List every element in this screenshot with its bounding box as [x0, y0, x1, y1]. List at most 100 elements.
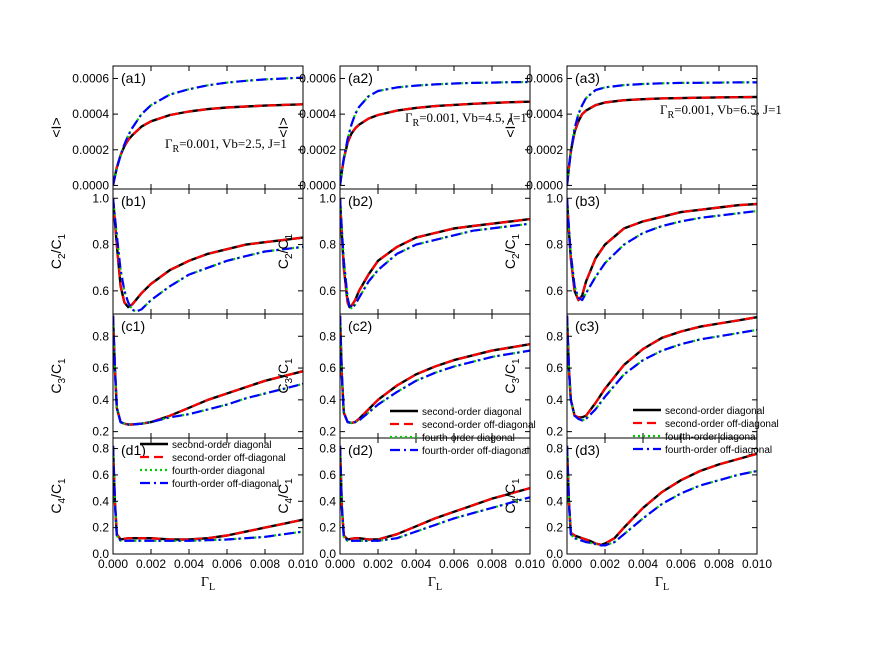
series-line-second-order-off-diagonal: [567, 445, 757, 546]
series-line-fourth-order-off-diagonal: [340, 198, 530, 310]
y-tick-label: 0.8: [546, 442, 563, 456]
series-line-second-order-off-diagonal: [567, 198, 757, 302]
x-tick-label: 0.006: [212, 557, 242, 571]
x-axis-label: ΓL: [428, 575, 442, 593]
x-tick-label: 0.004: [174, 557, 204, 571]
x-tick-label: 0.008: [704, 557, 734, 571]
legend: second-order diagonal second-order off-di…: [390, 407, 536, 457]
y-tick-label: 0.4: [319, 393, 336, 407]
series-line-fourth-order-off-diagonal: [113, 315, 303, 426]
plot-frame: [566, 437, 758, 555]
legend-label: second-order diagonal: [422, 407, 522, 418]
y-tick-label: 0.0004: [72, 107, 109, 121]
panel-label: (b3): [575, 193, 600, 209]
panel-label: (a3): [575, 70, 600, 86]
x-tick-label: 0.008: [250, 557, 280, 571]
y-tick-label: 0.0004: [526, 107, 563, 121]
panel-label: (a1): [121, 70, 146, 86]
x-tick-label: 0.006: [666, 557, 696, 571]
parameter-annotation: ΓR=0.001, Vb=4.5, J=1: [405, 110, 527, 129]
y-tick-label: 0.0: [546, 547, 563, 561]
panel-label: (b2): [348, 193, 373, 209]
panel-label: (d3): [575, 442, 600, 458]
legend-label: fourth-order diagonal: [665, 432, 758, 443]
y-axis-label: C3/C1: [502, 358, 522, 394]
x-axis-label: ΓL: [655, 575, 669, 593]
legend-label: fourth-order off-diagonal: [172, 479, 279, 490]
y-tick-label: 0.4: [546, 494, 563, 508]
y-axis-label: C2/C1: [48, 233, 68, 269]
panel-label: (b1): [121, 193, 146, 209]
y-tick-label: 0.0002: [72, 143, 109, 157]
x-tick-label: 0.002: [363, 557, 393, 571]
y-tick-label: 0.2: [319, 425, 336, 439]
x-tick-label: 0.008: [477, 557, 507, 571]
x-tick-label: 0.004: [628, 557, 658, 571]
panel-label: (a2): [348, 70, 373, 86]
series-group: [567, 315, 757, 422]
x-axis-label: ΓL: [201, 575, 215, 593]
y-axis-label: C4/C1: [502, 478, 522, 514]
series-line-fourth-order-off-diagonal: [113, 198, 303, 313]
series-line-fourth-order-off-diagonal: [340, 445, 530, 542]
y-tick-label: 0.8: [92, 442, 109, 456]
y-axis-label: <I>: [502, 117, 518, 137]
panel-b1: 0.6 0.8 1.0 (b1) C2/C1: [48, 188, 304, 315]
legend-label: second-order off-diagonal: [665, 419, 779, 430]
panel-d2: 0.0 0.2 0.4 0.6 0.8 0.000 0.002 0.004 0.006 0.008…: [275, 437, 545, 593]
x-tick-label: 0.002: [136, 557, 166, 571]
y-tick-label: 0.8: [319, 238, 336, 252]
y-tick-label: 0.0: [319, 547, 336, 561]
series-line-second-order-off-diagonal: [340, 100, 530, 186]
y-tick-label: 0.8: [546, 238, 563, 252]
legends: second-order diagonal second-order off-di…: [140, 406, 779, 490]
series-line-second-order-off-diagonal: [340, 198, 530, 309]
y-tick-label: 1.0: [92, 191, 109, 205]
plot-frame: [339, 437, 531, 555]
legend-label: fourth-order diagonal: [172, 466, 265, 477]
series-line-fourth-order-off-diagonal: [340, 80, 530, 186]
parameter-annotation: ΓR=0.001, Vb=6.5, J=1: [660, 102, 782, 121]
x-tick-label: 0.010: [742, 557, 772, 571]
y-axis-label: C3/C1: [48, 358, 68, 394]
series-group: [340, 80, 530, 186]
series-line-fourth-order-off-diagonal: [113, 76, 303, 186]
x-tick-label: 0.004: [401, 557, 431, 571]
series-group: [113, 198, 303, 313]
y-tick-label: 0.6: [319, 468, 336, 482]
y-axis-label: <I>: [48, 117, 64, 137]
legend: second-order diagonal second-order off-di…: [140, 440, 286, 490]
series-line-fourth-order-off-diagonal: [567, 315, 757, 422]
legend: second-order diagonal second-order off-di…: [633, 406, 779, 456]
legend-label: second-order diagonal: [172, 440, 272, 451]
legend-label: fourth-order off-diagonal: [665, 445, 772, 456]
y-tick-label: 0.0006: [72, 71, 109, 85]
panel-label: (d2): [348, 442, 373, 458]
y-tick-label: 0.4: [546, 393, 563, 407]
y-tick-label: 0.6: [319, 284, 336, 298]
series-group: [567, 198, 757, 302]
y-tick-label: 0.8: [546, 329, 563, 343]
y-tick-label: 0.2: [546, 521, 563, 535]
panel-label: (d1): [121, 442, 146, 458]
legend-label: second-order diagonal: [665, 406, 765, 417]
panel-c1: 0.2 0.4 0.6 0.8 (c1) C3/C1: [48, 313, 304, 439]
series-group: [113, 315, 303, 426]
y-tick-label: 0.0006: [299, 71, 336, 85]
series-line-fourth-order-off-diagonal: [340, 315, 530, 424]
y-axis-label: <I>: [275, 117, 291, 137]
y-axis-label: C4/C1: [275, 478, 295, 514]
y-tick-label: 0.0000: [299, 178, 336, 192]
y-tick-label: 0.6: [319, 361, 336, 375]
panel-label: (c2): [348, 318, 372, 334]
panel-d1: 0.0 0.2 0.4 0.6 0.8 0.000 0.002 0.004 0.006 0.008…: [48, 437, 318, 593]
y-tick-label: 0.6: [546, 468, 563, 482]
y-tick-label: 0.0000: [72, 178, 109, 192]
y-tick-label: 0.6: [92, 284, 109, 298]
y-tick-label: 0.0006: [526, 71, 563, 85]
x-tick-label: 0.002: [590, 557, 620, 571]
panel-d3: 0.0 0.2 0.4 0.6 0.8 0.000 0.002 0.004 0.006 0.008…: [502, 437, 772, 593]
x-tick-label: 0.000: [552, 557, 582, 571]
